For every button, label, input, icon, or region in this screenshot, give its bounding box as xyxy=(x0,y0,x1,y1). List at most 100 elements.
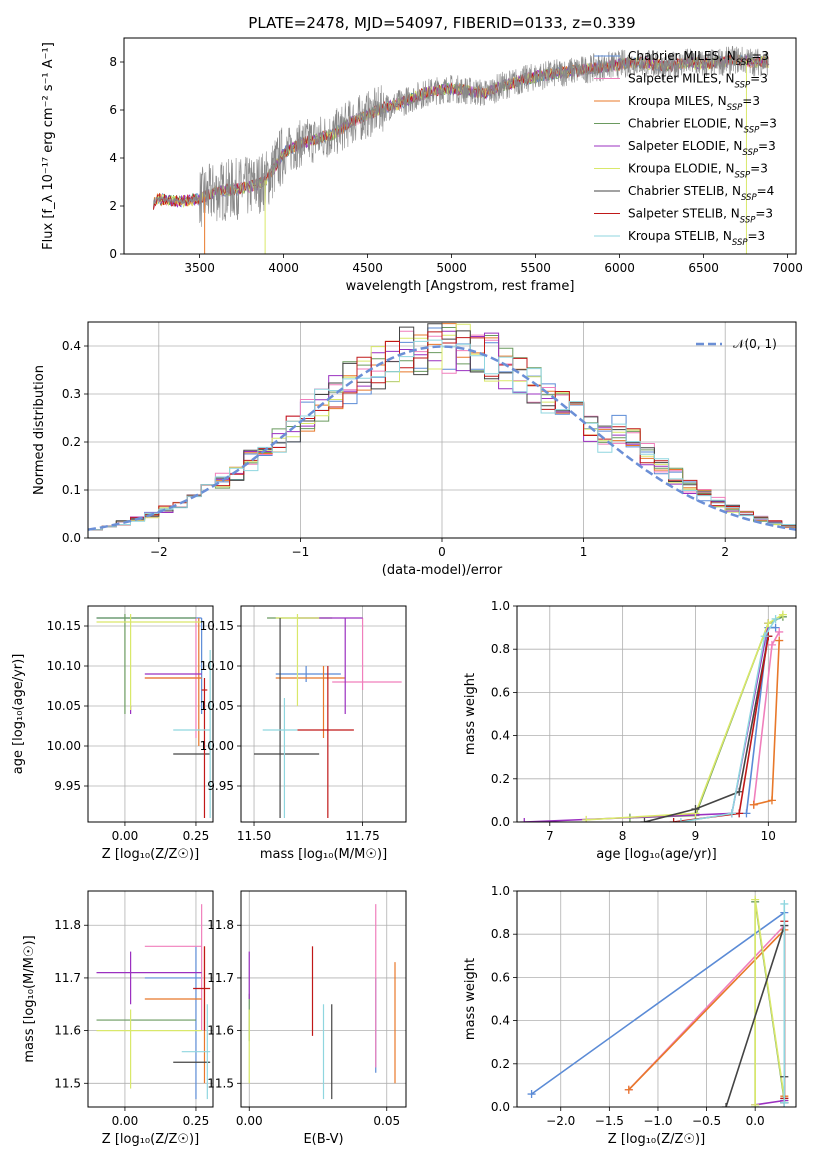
y-axis-label: age [log₁₀(age/yr)] xyxy=(11,654,26,775)
axes-frame xyxy=(516,890,797,1108)
series-marker-salpeter_miles xyxy=(775,627,784,636)
x-tick-label: 0 xyxy=(438,545,446,559)
plot-area-mass_weight_vs_age xyxy=(520,610,787,822)
x-tick-label: 4000 xyxy=(268,261,299,275)
x-tick-label: 0.0 xyxy=(746,1114,765,1128)
y-tick-label: 10.00 xyxy=(200,739,234,753)
series-marker-kroupa_stelib xyxy=(676,818,685,822)
x-axis-label: (data-model)/error xyxy=(382,563,503,578)
x-tick-label: 1 xyxy=(580,545,588,559)
y-tick-label: 11.6 xyxy=(54,1024,81,1038)
x-tick-label: −2.0 xyxy=(546,1114,575,1128)
panel-residuals: −2 −1 0 1 2 0.0 0.1 0.2 0.3 0.4 (data-model)/error… xyxy=(32,321,797,578)
series-marker-chabrier_miles xyxy=(527,1090,536,1099)
data-point-salpeter_miles xyxy=(332,618,402,690)
data-point-chabrier_stelib xyxy=(254,618,320,818)
y-tick-label: 10.15 xyxy=(200,619,234,633)
y-tick-label: 10.00 xyxy=(47,739,81,753)
y-tick-label: 0.4 xyxy=(491,1014,510,1028)
data-point-salpeter_elodie xyxy=(96,951,202,1005)
series-marker-kroupa_miles xyxy=(624,1085,633,1094)
plot-area-mass_vs_Z xyxy=(96,904,211,1100)
y-axis-label: Flux [f_λ 10⁻¹⁷ erg cm⁻² s⁻¹ A⁻¹] xyxy=(41,42,56,250)
x-tick-label: 11.50 xyxy=(237,829,271,843)
y-tick-label: 0.8 xyxy=(491,927,510,941)
y-axis-label: mass weight xyxy=(463,673,478,755)
panel-age_vs_Z: 0.00 0.25 9.95 10.00 10.05 10.10 10.15 Z [log₁₀… xyxy=(11,605,214,862)
y-tick-label: 11.5 xyxy=(207,1076,234,1090)
data-point-kroupa_elodie xyxy=(96,1009,202,1089)
y-tick-label: 0.8 xyxy=(491,642,510,656)
y-tick-label: 11.7 xyxy=(207,971,234,985)
axes-frame xyxy=(87,890,214,1108)
legend-entry-chabrier_miles: Chabrier MILES, NSSP=3 xyxy=(628,49,769,68)
legend-entry-chabrier_elodie: Chabrier ELODIE, NSSP=3 xyxy=(628,117,777,136)
series-marker-kroupa_stelib xyxy=(771,614,780,623)
series-marker-salpeter_stelib xyxy=(735,809,744,818)
y-tick-label: 0.0 xyxy=(491,815,510,829)
y-tick-label: 0.4 xyxy=(62,339,81,353)
series-line-salpeter_elodie xyxy=(524,623,770,822)
data-point-chabrier_miles xyxy=(275,666,341,682)
axes-frame xyxy=(240,890,407,1108)
series-line-chabrier_stelib xyxy=(644,636,770,822)
x-tick-label: 5500 xyxy=(520,261,551,275)
series-marker-kroupa_elodie xyxy=(751,1100,760,1107)
x-tick-label: 5000 xyxy=(436,261,467,275)
x-tick-label: 11.75 xyxy=(345,829,379,843)
series-marker-chabrier_miles xyxy=(771,623,780,632)
x-axis-label: Z [log₁₀(Z/Z☉)] xyxy=(608,1132,705,1147)
series-line-salpeter_elodie xyxy=(755,1099,786,1106)
histogram-kroupa_stelib xyxy=(88,339,796,531)
x-tick-label: 0.00 xyxy=(112,829,139,843)
y-tick-label: 0.4 xyxy=(491,729,510,743)
panel-spectrum: 3500 4000 4500 5000 5500 6000 6500 7000 0 2 4 6 8 wav… xyxy=(41,37,803,294)
legend-entry-kroupa_elodie: Kroupa ELODIE, NSSP=3 xyxy=(628,162,768,181)
legend-entry-kroupa_stelib: Kroupa STELIB, NSSP=3 xyxy=(628,229,765,248)
y-tick-label: 1.0 xyxy=(491,884,510,898)
panel-age_vs_mass: 11.50 11.75 9.95 10.00 10.05 10.10 10.15 mass [… xyxy=(200,605,407,862)
y-tick-label: 0.2 xyxy=(491,772,510,786)
y-tick-label: 10.05 xyxy=(47,699,81,713)
x-tick-label: 0.05 xyxy=(373,1114,400,1128)
y-tick-label: 0.2 xyxy=(491,1057,510,1071)
panel-mass_vs_ebv: 0.00 0.05 11.5 11.6 11.7 11.8 E(B-V) xyxy=(207,890,407,1147)
y-tick-label: 0.1 xyxy=(62,483,81,497)
y-tick-label: 10.15 xyxy=(47,619,81,633)
y-tick-label: 0.6 xyxy=(491,685,510,699)
series-marker-kroupa_elodie xyxy=(751,895,760,904)
y-tick-label: 0.0 xyxy=(491,1100,510,1114)
chart-panels: 3500 4000 4500 5000 5500 6000 6500 7000 0 2 4 6 8 wav… xyxy=(11,37,803,1147)
series-marker-chabrier_stelib xyxy=(722,1103,731,1107)
x-tick-label: 0.00 xyxy=(112,1114,139,1128)
x-axis-label: wavelength [Angstrom, rest frame] xyxy=(346,279,575,294)
y-tick-label: 6 xyxy=(109,103,117,117)
y-tick-label: 2 xyxy=(109,199,117,213)
series-marker-salpeter_stelib xyxy=(669,818,678,822)
x-axis-label: mass [log₁₀(M/M☉)] xyxy=(260,847,387,862)
y-tick-label: 1.0 xyxy=(491,599,510,613)
y-axis-label: mass [log₁₀(M/M☉)] xyxy=(22,935,37,1062)
data-point-chabrier_miles xyxy=(144,946,202,1100)
normal-curve xyxy=(88,345,796,531)
data-point-salpeter_stelib xyxy=(193,946,211,1031)
x-tick-label: 0.25 xyxy=(183,1114,210,1128)
plot-area-spectrum xyxy=(153,45,770,254)
y-axis-label: mass weight xyxy=(463,958,478,1040)
legend-entry-salpeter_stelib: Salpeter STELIB, NSSP=3 xyxy=(628,207,773,226)
series-line-kroupa_stelib xyxy=(680,618,777,822)
x-tick-label: 6500 xyxy=(688,261,719,275)
y-tick-label: 0.0 xyxy=(62,531,81,545)
figure-title: PLATE=2478, MJD=54097, FIBERID=0133, z=0… xyxy=(248,14,635,32)
y-tick-label: 0.6 xyxy=(491,970,510,984)
x-tick-label: 9 xyxy=(692,829,700,843)
legend-entry-chabrier_stelib: Chabrier STELIB, NSSP=4 xyxy=(628,184,774,203)
x-tick-label: 2 xyxy=(721,545,729,559)
plot-area-residuals xyxy=(88,323,796,531)
y-tick-label: 0 xyxy=(109,247,117,261)
x-tick-label: −0.5 xyxy=(692,1114,721,1128)
data-point-salpeter_stelib xyxy=(297,666,354,818)
y-tick-label: 4 xyxy=(109,151,117,165)
x-tick-label: 7 xyxy=(546,829,554,843)
x-tick-label: 4500 xyxy=(352,261,383,275)
